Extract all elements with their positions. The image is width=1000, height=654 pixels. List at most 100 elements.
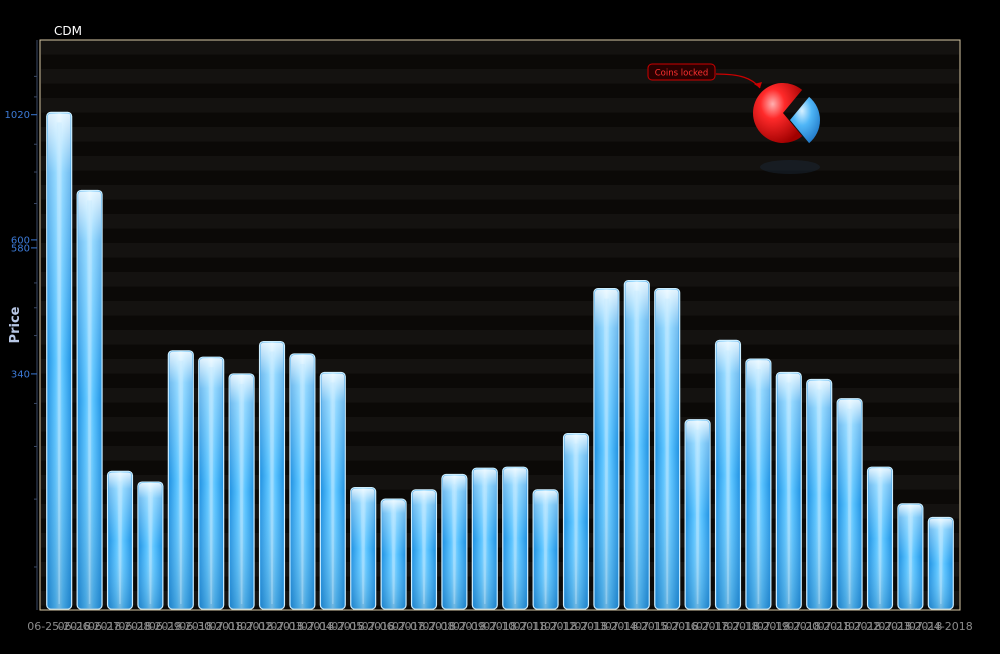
bar-highlight [391,509,397,604]
bar-highlight [664,298,670,604]
bar-highlight [725,350,731,604]
bar-gloss [807,380,831,609]
bar-gloss [199,358,223,609]
bar [927,516,954,610]
y-tick-label: 1020 [5,110,30,121]
x-tick-label: 07-14-2018 [605,620,669,633]
plot-stripe [41,272,959,287]
y-tick-label: 580 [11,243,30,254]
bar-highlight [482,478,488,604]
bar-gloss [625,281,649,609]
bar-gloss [838,399,862,609]
pie-slice-other [790,96,821,144]
bar-gloss [351,488,375,609]
x-tick-label: 07-06-2018 [362,620,426,633]
x-tick-label: 07-18-2018 [726,620,790,633]
plot-stripe [41,69,959,84]
bar [593,288,620,610]
bar-gloss [564,434,588,609]
bar-gloss [230,374,254,609]
x-tick-label: 07-04-2018 [301,620,365,633]
x-tick-label: 07-09-2018 [453,620,517,633]
bar [319,371,346,610]
bar [623,279,650,610]
plot-stripe [41,243,959,258]
plot-stripe [41,156,959,171]
pie-slice-coins-locked [753,83,803,144]
x-tick-label: 07-15-2018 [635,620,699,633]
chart-title: CDM [54,24,82,38]
x-tick-label: 06-26-2018 [58,620,122,633]
bar-gloss [898,504,922,609]
x-tick-label: 07-23-2018 [878,620,942,633]
bar [228,373,255,610]
x-tick-label: 07-07-2018 [392,620,456,633]
bar [198,356,225,610]
y-tick-label: 340 [11,369,30,380]
bar [137,481,164,610]
bar-highlight [269,351,275,604]
bar-highlight [330,382,336,604]
bar [684,419,711,610]
bar-gloss [503,468,527,609]
bar-gloss [78,191,102,609]
bar [167,350,194,610]
bar [714,339,742,610]
bar-gloss [169,351,193,609]
pie-shadow [760,160,820,174]
bar-gloss [473,469,497,609]
bar-gloss [412,490,436,609]
x-tick-label: 07-21-2018 [818,620,882,633]
bar [289,353,316,610]
bar [775,371,802,610]
x-tick-label: 07-24-2018 [909,620,973,633]
annotation-arrowhead [754,82,762,88]
bar-gloss [655,289,679,609]
bar [562,433,590,610]
bar-highlight [147,492,153,604]
annotation-text: Coins locked [655,69,709,79]
bar-highlight [87,200,93,604]
plot-stripe [41,214,959,229]
bar [654,288,681,610]
bar-gloss [108,472,132,609]
x-tick-label: 07-11-2018 [514,620,578,633]
x-tick-label: 07-17-2018 [696,620,760,633]
bar-gloss [929,518,953,609]
bar [46,111,73,610]
bar-gloss [138,483,162,609]
bar-highlight [512,477,518,604]
bar [441,473,468,610]
bar-highlight [360,497,366,604]
bar-highlight [543,499,549,604]
bar [897,503,924,610]
x-tick-label: 07-12-2018 [544,620,608,633]
bar-gloss [777,373,801,609]
bar-highlight [603,298,609,604]
bar-highlight [573,443,579,604]
bar-gloss [260,342,284,609]
x-tick-label: 06-25-2018 [27,620,91,633]
bar-gloss [290,354,314,609]
bar-highlight [421,499,427,604]
bar-highlight [877,477,883,604]
x-tick-label: 07-10-2018 [483,620,547,633]
bar-highlight [239,383,245,604]
bar-highlight [695,429,701,604]
plot-stripe [41,185,959,200]
annotation: Coins locked [647,63,762,89]
bar-highlight [634,290,640,604]
inset-pie [753,83,821,174]
bar-gloss [47,113,71,609]
bar-highlight [816,389,822,604]
x-tick-label: 07-08-2018 [422,620,486,633]
x-tick-label: 07-16-2018 [666,620,730,633]
plot-stripe [41,127,959,142]
annotation-box [647,63,716,81]
bar [836,398,863,610]
plot-frame [39,39,961,611]
bar-highlight [178,360,184,604]
bar-gloss [594,289,618,609]
